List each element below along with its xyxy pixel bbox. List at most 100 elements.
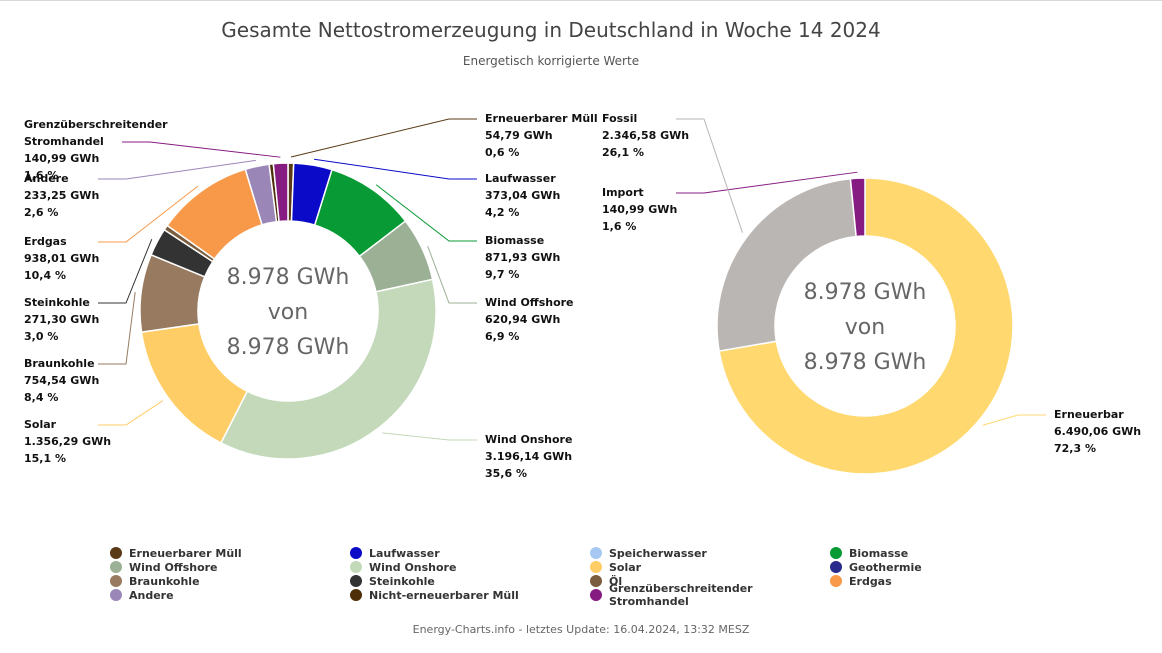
label-line: 373,04 GWh [485, 189, 560, 202]
label-wind-offshore: Wind Offshore 620,94 GWh 6,9 % [485, 296, 574, 343]
connector-steinkohle [98, 238, 153, 304]
legend-item-oel[interactable]: Öl [590, 574, 830, 588]
legend-label: Nicht-erneuerbarer Müll [369, 588, 519, 602]
label-line: 0,6 % [485, 146, 519, 159]
legend-label: Erdgas [849, 574, 892, 588]
label-line: Fossil [602, 112, 637, 125]
legend-swatch [350, 589, 362, 601]
label-line: 72,3 % [1054, 442, 1096, 455]
legend-item-erneuerbarer-muell[interactable]: Erneuerbarer Müll [110, 546, 350, 560]
connector-erdgas [98, 185, 199, 243]
label-line: 271,30 GWh [24, 313, 99, 326]
legend-label: Biomasse [849, 546, 909, 560]
label-line: Solar [24, 418, 57, 431]
legend-item-laufwasser[interactable]: Laufwasser [350, 546, 590, 560]
slice-fossil[interactable] [716, 177, 857, 352]
legend-item-steinkohle[interactable]: Steinkohle [350, 574, 590, 588]
connector-fossil [676, 118, 743, 233]
connector-wind-onshore [382, 432, 477, 441]
connector-braunkohle [98, 292, 136, 365]
label-line: 54,79 GWh [485, 129, 553, 142]
label-line: Biomasse [485, 234, 544, 247]
legend-swatch [830, 575, 842, 587]
legend-item-wind-onshore[interactable]: Wind Onshore [350, 560, 590, 574]
slice-grenzueberschreitender-stromhandel[interactable] [272, 162, 289, 223]
label-line: 2.346,58 GWh [602, 129, 689, 142]
label-line: Wind Onshore [485, 433, 572, 446]
connector-wind-offshore [427, 246, 477, 304]
label-line: Stromhandel [24, 135, 104, 148]
label-fossil: Fossil 2.346,58 GWh 26,1 % [602, 112, 689, 159]
label-laufwasser: Laufwasser 373,04 GWh 4,2 % [485, 172, 560, 219]
label-wind-onshore: Wind Onshore 3.196,14 GWh 35,6 % [485, 433, 572, 480]
slice-wind-onshore[interactable] [219, 278, 437, 460]
legend-swatch [590, 547, 602, 559]
label-line: Wind Offshore [485, 296, 574, 309]
label-braunkohle: Braunkohle 754,54 GWh 8,4 % [24, 357, 99, 404]
top-divider [0, 0, 1162, 1]
legend-item-braunkohle[interactable]: Braunkohle [110, 574, 350, 588]
legend-item-speicherwasser[interactable]: Speicherwasser [590, 546, 830, 560]
legend-item-solar[interactable]: Solar [590, 560, 830, 574]
legend-swatch [350, 575, 362, 587]
legend-label: Erneuerbarer Müll [129, 546, 242, 560]
label-line: Grenzüberschreitender [24, 118, 168, 131]
label-line: Andere [24, 172, 69, 185]
label-line: 8,4 % [24, 391, 58, 404]
label-line: 1,6 % [602, 220, 636, 233]
label-line: Erneuerbarer Müll [485, 112, 598, 125]
label-line: 871,93 GWh [485, 251, 560, 264]
legend-item-andere[interactable]: Andere [110, 588, 350, 602]
legend-item-wind-offshore[interactable]: Wind Offshore [110, 560, 350, 574]
legend-swatch [830, 561, 842, 573]
legend-swatch [110, 575, 122, 587]
label-line: Steinkohle [24, 296, 90, 309]
chart-title: Gesamte Nettostromerzeugung in Deutschla… [221, 18, 881, 42]
center-text-line: von [845, 315, 885, 340]
label-line: 233,25 GWh [24, 189, 99, 202]
connector-erneuerbarer-muell [290, 118, 477, 158]
label-import: Import 140,99 GWh 1,6 % [602, 186, 677, 233]
label-line: 26,1 % [602, 146, 644, 159]
legend-label: Speicherwasser [609, 546, 707, 560]
legend-label: Wind Offshore [129, 560, 218, 574]
legend-item-biomasse[interactable]: Biomasse [830, 546, 1070, 560]
legend-label: Solar [609, 560, 642, 574]
legend-item-erdgas[interactable]: Erdgas [830, 574, 1070, 588]
chart-subtitle: Energetisch korrigierte Werte [462, 54, 640, 68]
legend-item-nicht-erneuerbarer-muell[interactable]: Nicht-erneuerbarer Müll [350, 588, 590, 602]
legend-swatch [350, 547, 362, 559]
legend-label: Grenzüberschreitender Stromhandel [609, 582, 753, 608]
donut-generation-sources: Grenzüberschreitender Stromhandel 140,99 G… [24, 112, 598, 480]
legend-swatch [590, 561, 602, 573]
legend: Erneuerbarer Müll Laufwasser Speicherwasse… [110, 546, 1070, 608]
legend-label: Geothermie [849, 560, 922, 574]
legend-swatch [110, 561, 122, 573]
slice-erneuerbar[interactable] [718, 177, 1014, 475]
center-text-line: 8.978 GWh [804, 280, 927, 305]
legend-label: Braunkohle [129, 574, 200, 588]
label-line: 35,6 % [485, 467, 527, 480]
label-line: 15,1 % [24, 452, 66, 465]
label-andere: Andere 233,25 GWh 2,6 % [24, 172, 99, 219]
connector-biomasse [375, 184, 477, 242]
legend-swatch [590, 575, 602, 587]
legend-swatch [830, 547, 842, 559]
center-text-line: 8.978 GWh [227, 335, 350, 360]
label-solar: Solar 1.356,29 GWh 15,1 % [24, 418, 111, 465]
connector-laufwasser [314, 158, 477, 180]
label-line: 1.356,29 GWh [24, 435, 111, 448]
label-line: 620,94 GWh [485, 313, 560, 326]
legend-item-geothermie[interactable]: Geothermie [830, 560, 1070, 574]
label-line: 140,99 GWh [24, 152, 99, 165]
legend-item-grenzueberschreitender-stromhandel[interactable]: Grenzüberschreitender Stromhandel [590, 582, 830, 608]
label-line: 1,6 % [24, 169, 58, 182]
connector-import [676, 171, 858, 194]
center-text-line: von [268, 300, 308, 325]
label-line: 754,54 GWh [24, 374, 99, 387]
label-line: 3,0 % [24, 330, 58, 343]
label-erneuerbar: Erneuerbar 6.490,06 GWh 72,3 % [1054, 408, 1141, 455]
legend-label: Wind Onshore [369, 560, 457, 574]
slice-import[interactable] [849, 177, 866, 238]
